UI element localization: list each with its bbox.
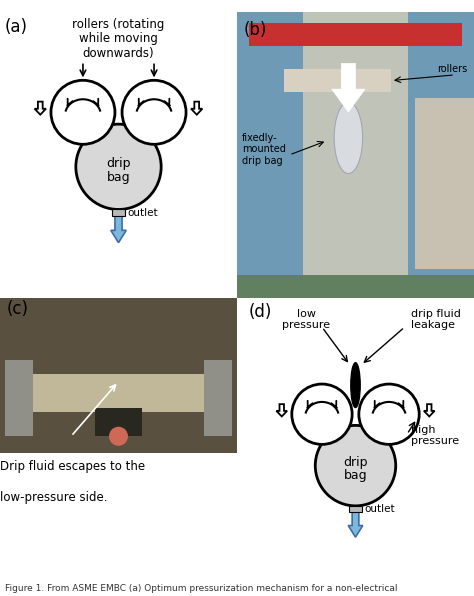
Text: pressure: pressure <box>411 436 459 446</box>
Circle shape <box>122 80 186 144</box>
Text: while moving: while moving <box>79 32 158 45</box>
Text: downwards): downwards) <box>82 46 155 60</box>
Bar <box>349 506 362 512</box>
Bar <box>5 360 33 436</box>
Circle shape <box>76 124 161 209</box>
Bar <box>249 23 462 46</box>
Text: fixedly-
mounted
drip bag: fixedly- mounted drip bag <box>242 133 286 166</box>
Text: (a): (a) <box>5 18 28 36</box>
Text: low: low <box>297 309 316 319</box>
Text: bag: bag <box>107 171 130 184</box>
Circle shape <box>292 384 352 445</box>
Polygon shape <box>424 404 435 417</box>
Circle shape <box>109 427 128 446</box>
Bar <box>415 98 474 269</box>
Bar <box>0 298 237 453</box>
Bar <box>237 275 474 298</box>
Text: (c): (c) <box>7 300 29 318</box>
Polygon shape <box>332 63 365 112</box>
Polygon shape <box>276 404 287 417</box>
Circle shape <box>359 384 419 445</box>
Bar <box>303 12 408 298</box>
Polygon shape <box>191 102 202 114</box>
Bar <box>204 360 232 436</box>
Bar <box>95 408 142 436</box>
Bar <box>284 69 391 92</box>
Polygon shape <box>35 102 46 114</box>
Text: pressure: pressure <box>283 320 330 330</box>
Circle shape <box>51 80 115 144</box>
Polygon shape <box>348 512 363 537</box>
Text: outlet: outlet <box>128 208 158 218</box>
Text: drip: drip <box>343 456 368 469</box>
Text: high: high <box>411 425 436 435</box>
Text: Drip fluid escapes to the: Drip fluid escapes to the <box>0 460 145 473</box>
Polygon shape <box>111 216 126 243</box>
Text: leakage: leakage <box>411 320 456 330</box>
Bar <box>12 374 225 412</box>
Text: (d): (d) <box>248 303 272 321</box>
Ellipse shape <box>351 363 360 408</box>
Text: low-pressure side.: low-pressure side. <box>0 491 108 504</box>
Bar <box>112 209 125 216</box>
Text: Figure 1. From ASME EMBC (a) Optimum pressurization mechanism for a non-electric: Figure 1. From ASME EMBC (a) Optimum pre… <box>5 584 397 593</box>
Text: drip fluid: drip fluid <box>411 309 461 319</box>
Text: bag: bag <box>344 469 367 482</box>
Text: (b): (b) <box>244 20 267 39</box>
Ellipse shape <box>334 102 363 173</box>
Text: outlet: outlet <box>364 504 395 514</box>
Text: rollers (rotating: rollers (rotating <box>73 18 164 31</box>
Circle shape <box>315 426 396 506</box>
Text: rollers: rollers <box>437 64 467 74</box>
Text: drip: drip <box>106 157 131 170</box>
